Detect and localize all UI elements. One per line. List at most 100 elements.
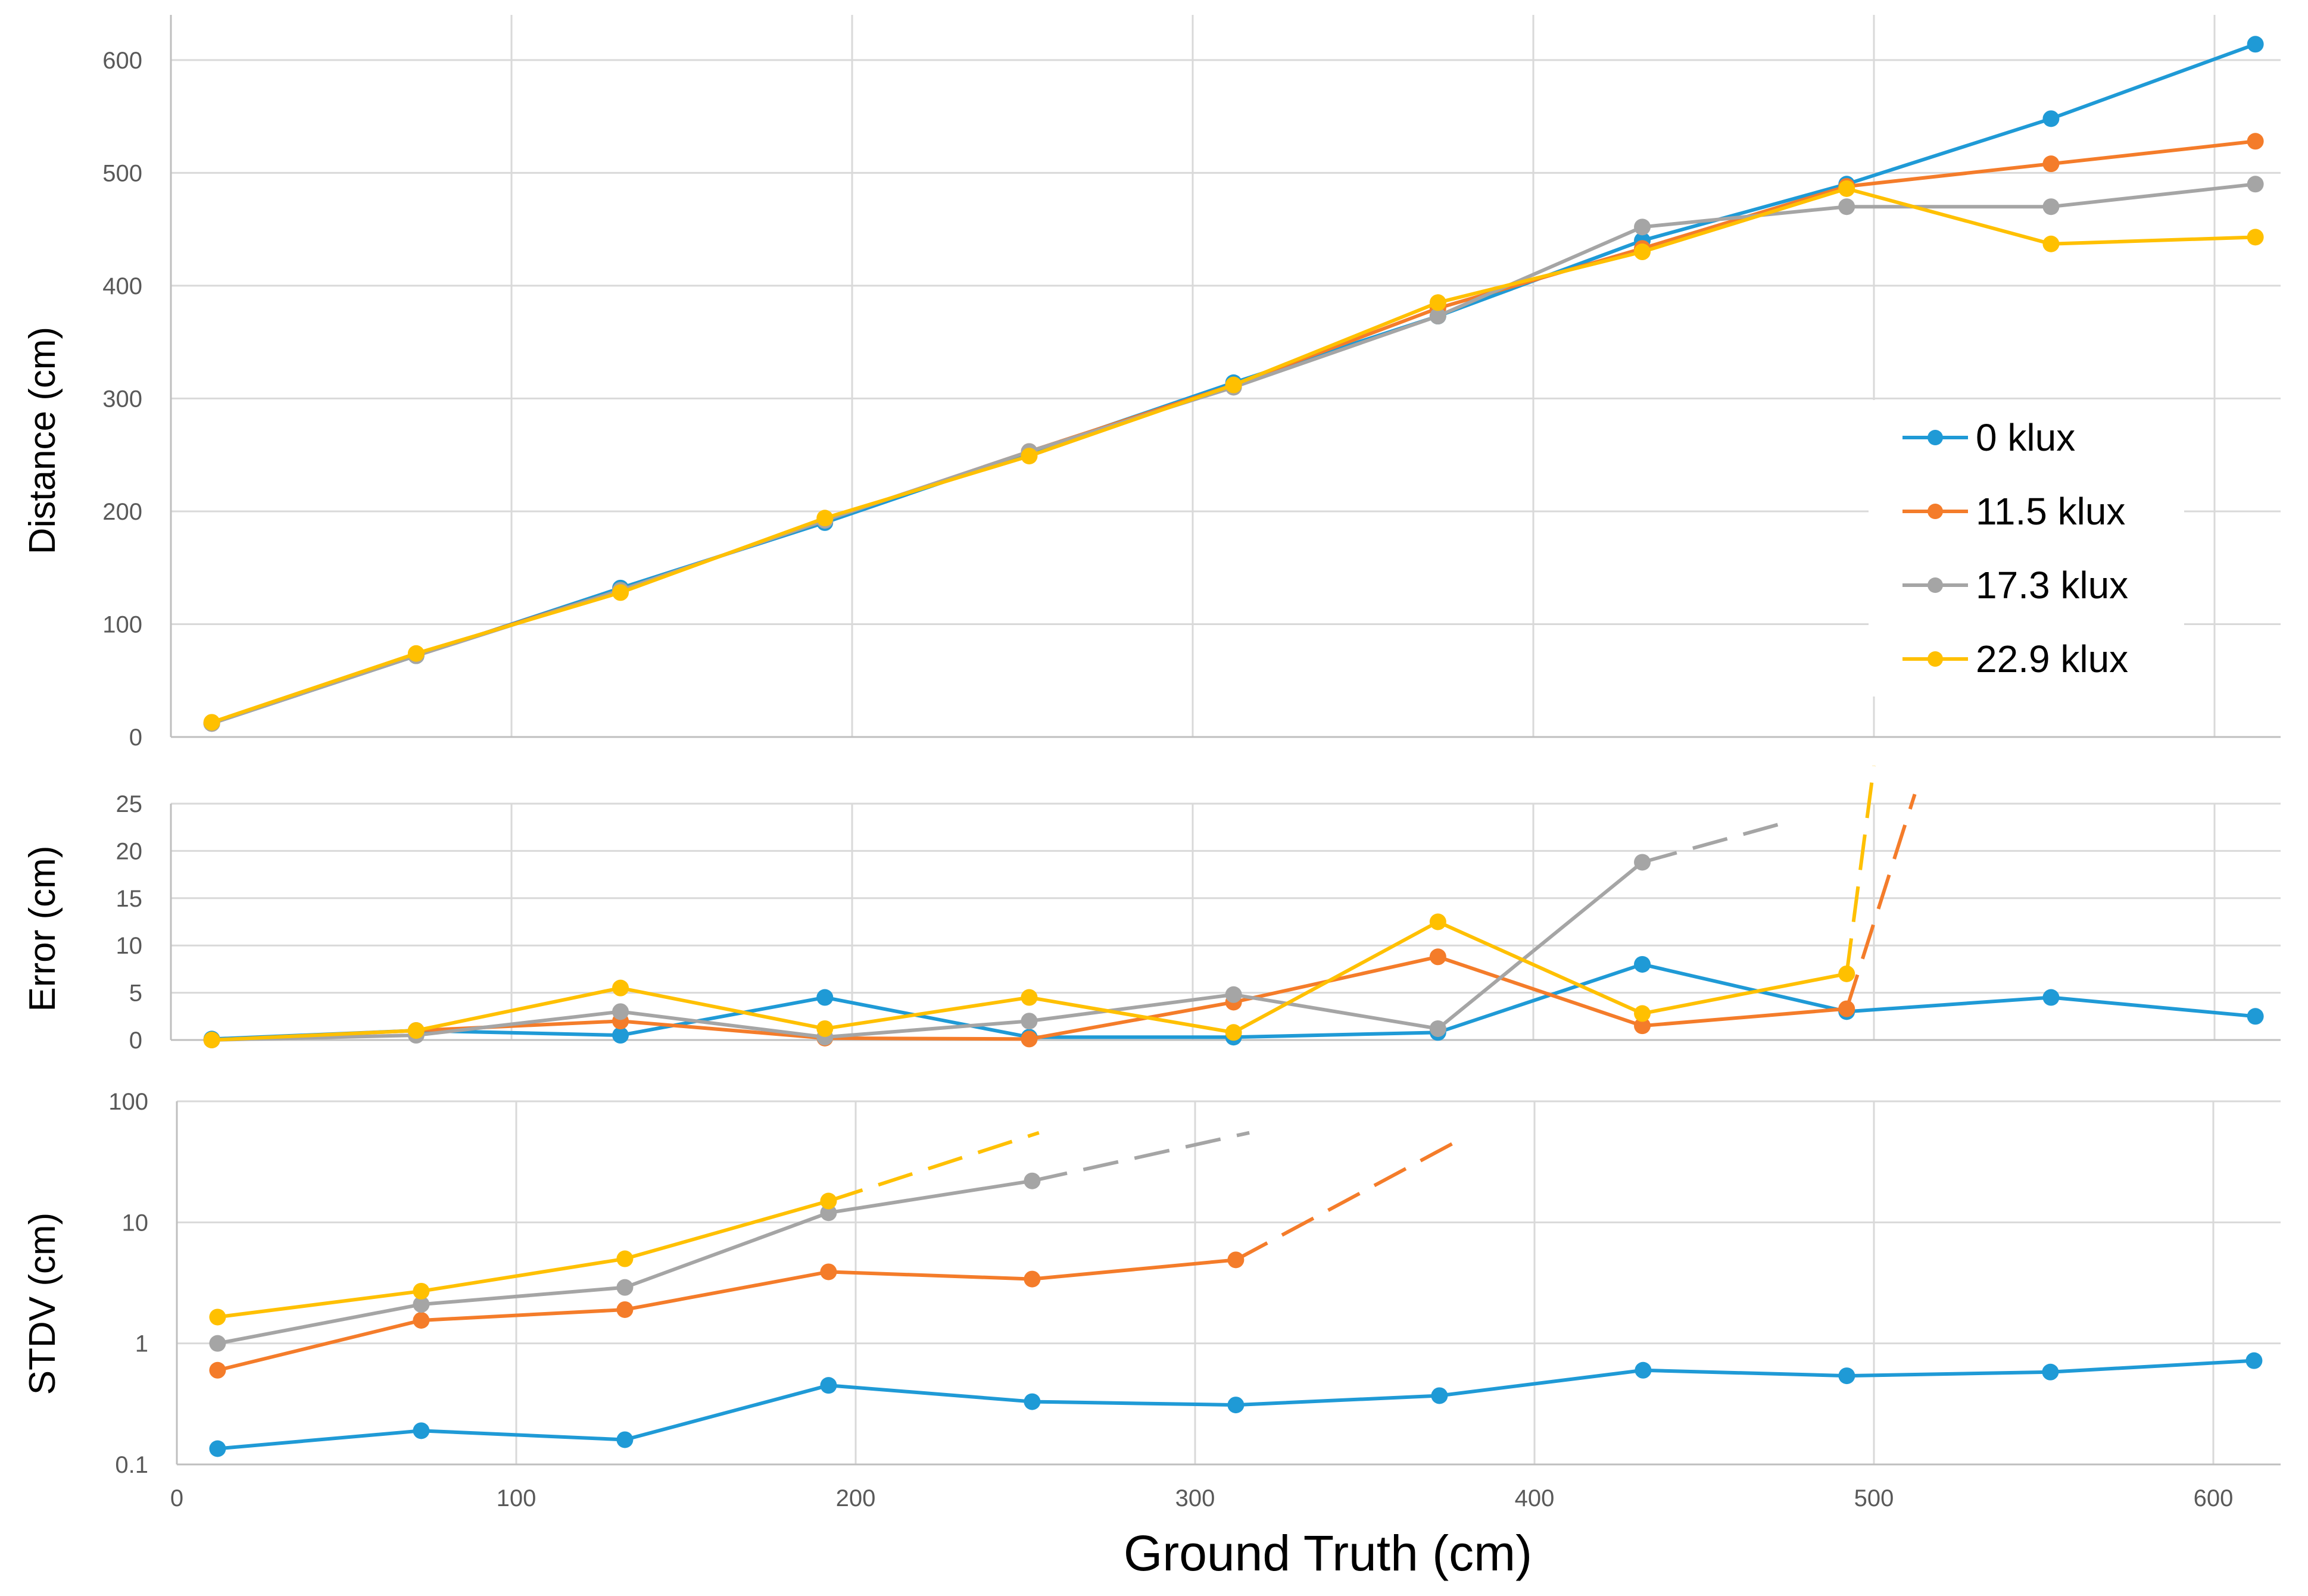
- legend-swatch-marker: [1928, 430, 1943, 445]
- error-point-11-5-klux: [1429, 948, 1446, 966]
- error-point-0-klux: [816, 989, 834, 1006]
- distance-point-22-9-klux: [407, 645, 425, 662]
- distance-point-22-9-klux: [1634, 243, 1651, 261]
- stdv-point-0-klux: [616, 1431, 634, 1448]
- error-panel: 0 5 10 15 20 25: [116, 766, 2281, 1054]
- error-point-11-5-klux: [1021, 1030, 1038, 1048]
- distance-point-22-9-klux: [1429, 294, 1446, 311]
- legend-swatch-marker: [1928, 577, 1943, 593]
- distance-point-0-klux: [2247, 36, 2264, 53]
- legend-label: 11.5 klux: [1976, 490, 2125, 533]
- distance-point-22-9-klux: [816, 510, 834, 527]
- error-point-22-9-klux: [203, 1032, 220, 1048]
- distance-point-22-9-klux: [1838, 180, 1855, 197]
- distance-point-22-9-klux: [2042, 235, 2060, 252]
- distance-point-17-3-klux: [2247, 176, 2264, 193]
- error-point-0-klux: [612, 1027, 629, 1044]
- stdv-point-11-5-klux: [1227, 1251, 1245, 1269]
- error-series-line-17-3-klux: [211, 861, 1643, 1042]
- error-offscale-line-17-3-klux: [1642, 819, 1793, 864]
- stdv-series-line-22-9-klux: [217, 1199, 829, 1319]
- stdv-point-11-5-klux: [820, 1263, 837, 1280]
- legend-label: 22.9 klux: [1976, 638, 2128, 680]
- x-tick-label: 400: [1515, 1485, 1555, 1511]
- error-y-tick-label: 0: [129, 1027, 142, 1054]
- stdv-offscale-line-17-3-klux: [1031, 1130, 1250, 1183]
- legend: 0 klux 11.5 klux 17.3 klux 22.9 klux: [1869, 400, 2184, 697]
- error-point-22-9-klux: [1838, 965, 1855, 982]
- stdv-point-0-klux: [2042, 1363, 2059, 1381]
- legend-label: 0 klux: [1976, 416, 2075, 459]
- distance-y-tick-label: 200: [102, 499, 142, 525]
- distance-y-tick-label: 100: [102, 611, 142, 638]
- stdv-panel: 0.1 1 10 100 0 100 200 300 400 500 600: [108, 1089, 2281, 1511]
- stdv-point-0-klux: [413, 1422, 430, 1439]
- stdv-point-0-klux: [820, 1377, 837, 1394]
- x-tick-label: 300: [1175, 1485, 1215, 1511]
- legend-swatch-marker: [1928, 651, 1943, 667]
- stdv-point-17-3-klux: [616, 1279, 634, 1296]
- error-point-17-3-klux: [1225, 986, 1242, 1003]
- distance-y-tick-label: 600: [102, 48, 142, 74]
- error-point-22-9-klux: [816, 1020, 834, 1037]
- stdv-series-line-11-5-klux: [217, 1258, 1236, 1372]
- error-point-22-9-klux: [1429, 913, 1446, 930]
- stdv-point-17-3-klux: [820, 1204, 837, 1222]
- distance-point-0-klux: [2042, 110, 2060, 127]
- error-y-tick-label: 5: [129, 980, 142, 1007]
- distance-point-22-9-klux: [1225, 376, 1242, 393]
- stdv-point-0-klux: [1431, 1387, 1448, 1404]
- distance-point-22-9-klux: [203, 714, 220, 731]
- legend-label: 17.3 klux: [1976, 564, 2128, 607]
- x-tick-label: 600: [2194, 1485, 2234, 1511]
- distance-y-tick-label: 0: [129, 724, 142, 751]
- distance-axis-title: Distance (cm): [22, 327, 63, 554]
- stdv-point-11-5-klux: [413, 1311, 430, 1329]
- legend-swatch-marker: [1928, 504, 1943, 519]
- distance-y-tick-label: 500: [102, 160, 142, 186]
- stdv-offscale-line-11-5-klux: [1234, 1141, 1454, 1261]
- error-point-22-9-klux: [407, 1022, 425, 1039]
- distance-point-17-3-klux: [1429, 308, 1446, 325]
- error-y-tick-label: 25: [116, 791, 143, 817]
- error-point-22-9-klux: [1021, 989, 1038, 1006]
- error-point-17-3-klux: [612, 1003, 629, 1020]
- stdv-point-17-3-klux: [413, 1296, 430, 1313]
- stdv-point-0-klux: [209, 1440, 226, 1457]
- x-tick-label: 100: [497, 1485, 537, 1511]
- stdv-axis-title: STDV (cm): [22, 1213, 63, 1395]
- error-point-22-9-klux: [1225, 1024, 1242, 1041]
- stdv-point-22-9-klux: [209, 1308, 226, 1326]
- error-point-17-3-klux: [1021, 1013, 1038, 1030]
- error-point-0-klux: [2042, 989, 2060, 1006]
- stdv-point-17-3-klux: [209, 1335, 226, 1352]
- x-tick-label: 200: [836, 1485, 876, 1511]
- distance-y-tick-label: 400: [102, 273, 142, 299]
- error-y-tick-label: 20: [116, 838, 143, 864]
- stdv-point-0-klux: [2245, 1352, 2263, 1369]
- distance-point-17-3-klux: [2042, 198, 2060, 215]
- stdv-point-0-klux: [1838, 1367, 1855, 1385]
- distance-point-11-5-klux: [2247, 133, 2264, 150]
- stdv-point-11-5-klux: [1024, 1270, 1041, 1288]
- stdv-y-tick-label: 100: [108, 1089, 148, 1115]
- x-tick-label: 500: [1854, 1485, 1894, 1511]
- stdv-y-tick-label: 0.1: [115, 1452, 148, 1478]
- distance-y-tick-label: 300: [102, 386, 142, 412]
- error-point-22-9-klux: [1634, 1005, 1651, 1022]
- distance-point-22-9-klux: [612, 584, 629, 601]
- error-axis-title: Error (cm): [22, 846, 63, 1012]
- error-point-11-5-klux: [1634, 1017, 1651, 1035]
- stdv-point-22-9-klux: [413, 1282, 430, 1300]
- error-point-17-3-klux: [1429, 1020, 1446, 1037]
- x-axis-title: Ground Truth (cm): [1124, 1525, 1532, 1581]
- stdv-point-22-9-klux: [616, 1250, 634, 1267]
- error-point-22-9-klux: [612, 979, 629, 997]
- error-point-0-klux: [1634, 955, 1651, 973]
- distance-point-11-5-klux: [2042, 155, 2060, 173]
- stdv-point-0-klux: [1227, 1397, 1245, 1414]
- stdv-point-0-klux: [1024, 1393, 1041, 1410]
- distance-point-17-3-klux: [1634, 218, 1651, 236]
- error-point-17-3-klux: [1634, 854, 1651, 871]
